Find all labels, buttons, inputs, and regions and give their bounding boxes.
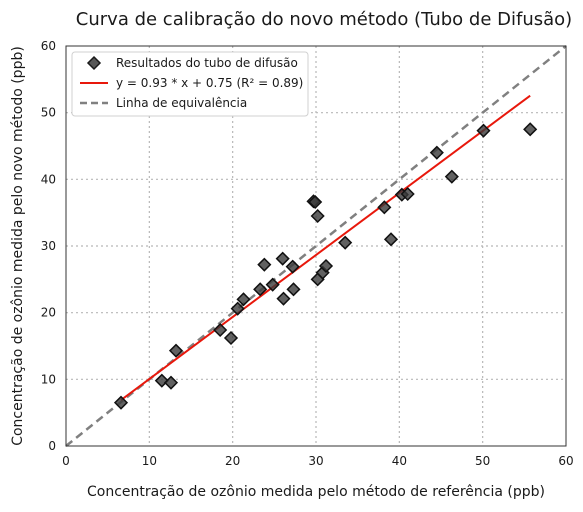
plot-area-frame — [65, 45, 567, 447]
x-tick-label: 60 — [558, 454, 573, 468]
y-tick-label: 60 — [41, 39, 56, 53]
fit-line — [120, 94, 531, 401]
data-point — [383, 232, 399, 247]
x-tick-label: 20 — [225, 454, 240, 468]
data-point — [154, 373, 169, 388]
data-point — [265, 277, 280, 292]
x-tick-label: 10 — [142, 454, 157, 468]
data-point — [286, 282, 301, 297]
data-point — [276, 291, 291, 306]
data-point — [257, 257, 272, 272]
data-point — [318, 258, 334, 274]
data-point — [377, 200, 392, 215]
data-point — [236, 292, 251, 307]
x-axis-label: Concentração de ozônio medida pelo métod… — [87, 484, 545, 500]
data-point — [253, 282, 268, 297]
legend: Resultados do tubo de difusão y = 0.93 *… — [71, 51, 309, 117]
fit-line-layer — [120, 94, 531, 401]
y-tick-label: 40 — [41, 172, 56, 186]
data-point — [285, 259, 300, 274]
y-tick-label: 0 — [48, 439, 56, 453]
x-tick-label: 40 — [392, 454, 407, 468]
data-point — [230, 301, 245, 316]
y-tick-label: 20 — [41, 306, 56, 320]
data-point — [476, 123, 491, 138]
x-axis-ticks: 0 10 20 30 40 50 60 — [62, 454, 573, 468]
x-tick-label: 30 — [308, 454, 323, 468]
data-point — [275, 251, 290, 266]
x-tick-label: 0 — [62, 454, 70, 468]
data-point — [213, 322, 228, 338]
legend-label-equivalence: Linha de equivalência — [116, 96, 247, 110]
legend-diamond-marker-icon — [86, 55, 102, 71]
y-tick-label: 50 — [41, 106, 56, 120]
data-point — [429, 145, 444, 160]
data-point — [400, 186, 415, 202]
legend-label-points: Resultados do tubo de difusão — [116, 56, 298, 70]
x-tick-label: 50 — [475, 454, 490, 468]
data-point — [444, 169, 459, 184]
y-axis-ticks: 0 10 20 30 40 50 60 — [41, 39, 56, 453]
y-axis-label: Concentração de ozônio medida pelo novo … — [10, 46, 26, 446]
data-point — [308, 194, 323, 210]
data-point — [338, 235, 353, 250]
data-point — [113, 395, 129, 410]
legend-box — [71, 51, 309, 117]
data-point — [523, 122, 538, 137]
data-point — [223, 330, 239, 346]
data-point — [163, 375, 179, 390]
y-tick-label: 10 — [41, 372, 56, 386]
legend-label-fit: y = 0.93 * x + 0.75 (R² = 0.89) — [116, 76, 303, 90]
data-point — [310, 208, 325, 224]
data-points — [113, 122, 538, 410]
y-tick-label: 30 — [41, 239, 56, 253]
data-point — [168, 343, 184, 358]
chart-title: Curva de calibração do novo método (Tubo… — [76, 9, 572, 30]
